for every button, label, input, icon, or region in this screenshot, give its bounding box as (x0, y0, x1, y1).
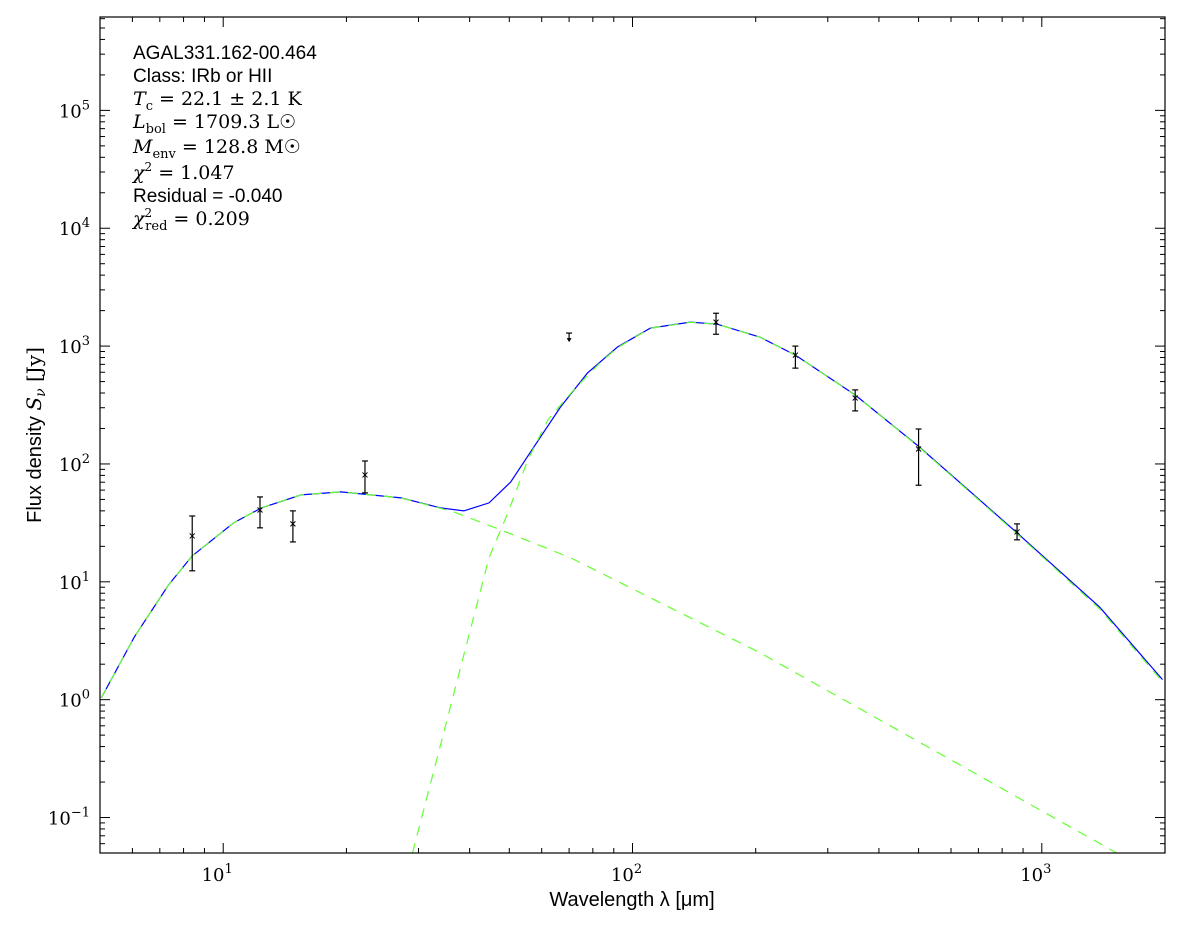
math-value: = 1.047 (152, 162, 234, 184)
tick-label-base: 10 (1020, 865, 1043, 886)
math-symbol: M (132, 136, 153, 158)
annotation-line: Lbol = 1709.3 L☉ (132, 111, 296, 137)
tick-label-exponent: 3 (82, 334, 90, 349)
math-subscript: c (146, 99, 153, 114)
x-marker (792, 352, 799, 358)
tick-label-exponent: 5 (82, 98, 90, 113)
plot-frame (99, 16, 1166, 854)
math-symbol: χ (131, 208, 146, 230)
x-marker (290, 521, 296, 527)
data-point (566, 332, 573, 343)
y-label-sub: ν (33, 388, 49, 397)
data-point (189, 515, 196, 572)
annotation-line: Menv = 128.8 M☉ (132, 136, 301, 162)
x-marker (1014, 529, 1020, 535)
tick-label-base: 10 (202, 865, 225, 886)
axis-ticks (99, 17, 1166, 854)
class-line: Class: IRb or HII (133, 66, 272, 87)
math-subscript: red (145, 219, 167, 234)
data-point (915, 428, 922, 486)
tick-label-base: 10 (59, 337, 82, 358)
tick-label-base: 10 (48, 809, 71, 830)
x-marker (362, 472, 368, 478)
tick-label-exponent: 1 (225, 862, 233, 877)
y-label-symbol: S (22, 397, 46, 411)
math-superscript: 2 (145, 206, 153, 220)
x-tick-label: 103 (1020, 862, 1051, 886)
y-tick-label: 105 (59, 98, 90, 122)
x-tick-label: 101 (202, 862, 233, 886)
upper-limit-arrow (566, 338, 572, 343)
y-label-prefix: Flux density (24, 411, 46, 523)
y-label-unit: [Jy] (22, 347, 46, 388)
x-marker (257, 507, 263, 513)
tick-label-exponent: 3 (1043, 862, 1051, 877)
series-cold-component (411, 321, 1163, 853)
tick-label-base: 10 (611, 865, 634, 886)
y-tick-label: 102 (59, 452, 90, 476)
data-point (289, 510, 296, 543)
x-marker (852, 395, 859, 401)
tick-label-base: 10 (59, 219, 82, 240)
math-value: = 1709.3 L☉ (166, 111, 296, 133)
tick-label-base: 10 (59, 691, 82, 712)
math-value: = 128.8 M☉ (176, 136, 301, 158)
data-points (189, 312, 1021, 572)
x-marker (713, 319, 719, 325)
residual-line: Residual = -0.040 (133, 186, 282, 207)
source-name: AGAL331.162-00.464 (133, 43, 317, 64)
y-tick-label: 103 (59, 334, 90, 358)
data-point (852, 389, 859, 412)
y-tick-label: 104 (59, 216, 90, 240)
data-point (792, 345, 799, 369)
annotation-line: χ2 = 1.047 (131, 160, 235, 184)
y-tick-label: 101 (59, 570, 90, 594)
math-value: = 0.209 (167, 208, 249, 230)
y-tick-label: 10−1 (48, 806, 90, 830)
model-curves (100, 321, 1163, 853)
data-point (713, 312, 720, 335)
tick-label-exponent: 1 (82, 570, 90, 585)
math-subscript: env (152, 147, 176, 162)
y-tick-label: 100 (59, 688, 90, 712)
tick-label-base: 10 (59, 455, 82, 476)
x-marker (189, 533, 196, 539)
y-axis-label: Flux density Sν [Jy] (22, 347, 49, 523)
math-value: = 22.1 ± 2.1 K (153, 88, 303, 110)
reduced-chi-squared: χ2 red = 0.209 (131, 206, 250, 234)
annotation-line: Tc = 22.1 ± 2.1 K (133, 88, 303, 114)
tick-label-exponent: −1 (71, 806, 90, 821)
data-point (1014, 523, 1021, 541)
math-superscript: 2 (145, 160, 153, 174)
math-symbol: χ (131, 162, 146, 184)
math-subscript: bol (146, 122, 166, 137)
tick-label-exponent: 2 (634, 862, 642, 877)
x-axis-label: Wavelength λ [μm] (549, 889, 714, 911)
x-tick-label: 102 (611, 862, 642, 886)
tick-label-exponent: 4 (82, 216, 90, 231)
tick-label-base: 10 (59, 573, 82, 594)
math-symbol: L (132, 111, 146, 133)
data-point (257, 496, 264, 529)
math-symbol: T (133, 88, 147, 110)
tick-label-base: 10 (59, 101, 82, 122)
data-point (361, 460, 368, 494)
fit-annotation: AGAL331.162-00.464 Class: IRb or HII Res… (131, 43, 317, 234)
tick-label-exponent: 2 (82, 452, 90, 467)
x-marker (915, 446, 922, 452)
tick-label-exponent: 0 (82, 688, 90, 703)
